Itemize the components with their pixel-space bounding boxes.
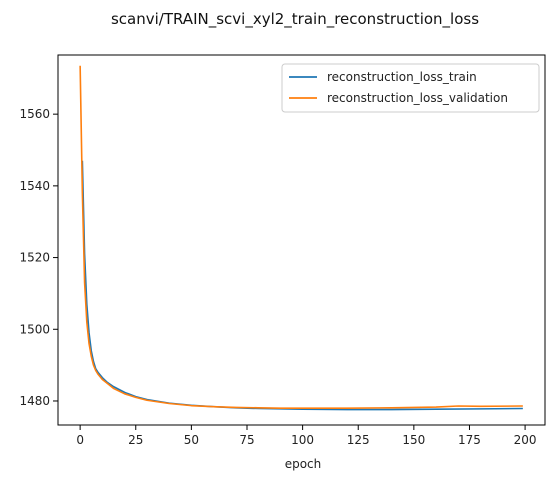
x-tick-label: 50 (184, 433, 199, 447)
x-tick-label: 100 (291, 433, 314, 447)
series-line-reconstruction-loss-train (81, 160, 523, 411)
x-tick-label: 150 (402, 433, 425, 447)
y-axis-ticks: 1480 1500 1520 1540 1560 (19, 107, 58, 408)
chart-title: scanvi/TRAIN_scvi_xyl2_train_reconstruct… (111, 10, 479, 29)
plot-frame (57, 54, 546, 426)
x-tick-label: 0 (76, 433, 84, 447)
y-tick-label: 1520 (19, 251, 50, 265)
x-tick-label: 125 (347, 433, 370, 447)
y-tick-label: 1540 (19, 179, 50, 193)
legend-label: reconstruction_loss_train (327, 70, 477, 84)
x-tick-label: 200 (514, 433, 537, 447)
y-tick-label: 1560 (19, 107, 50, 121)
legend-box (281, 63, 540, 113)
x-tick-label: 175 (458, 433, 481, 447)
x-axis-ticks: 0 25 50 75 100 125 150 175 200 (76, 425, 537, 447)
x-tick-label: 75 (239, 433, 254, 447)
x-tick-label: 25 (128, 433, 143, 447)
y-tick-label: 1500 (19, 322, 50, 336)
plot-area (57, 54, 546, 426)
legend: reconstruction_loss_train reconstruction_… (281, 63, 540, 113)
legend-label: reconstruction_loss_validation (327, 91, 508, 105)
x-axis-label: epoch (285, 457, 322, 471)
series-lines (79, 65, 523, 411)
y-tick-label: 1480 (19, 394, 50, 408)
series-line-reconstruction-loss-validation (79, 65, 523, 409)
